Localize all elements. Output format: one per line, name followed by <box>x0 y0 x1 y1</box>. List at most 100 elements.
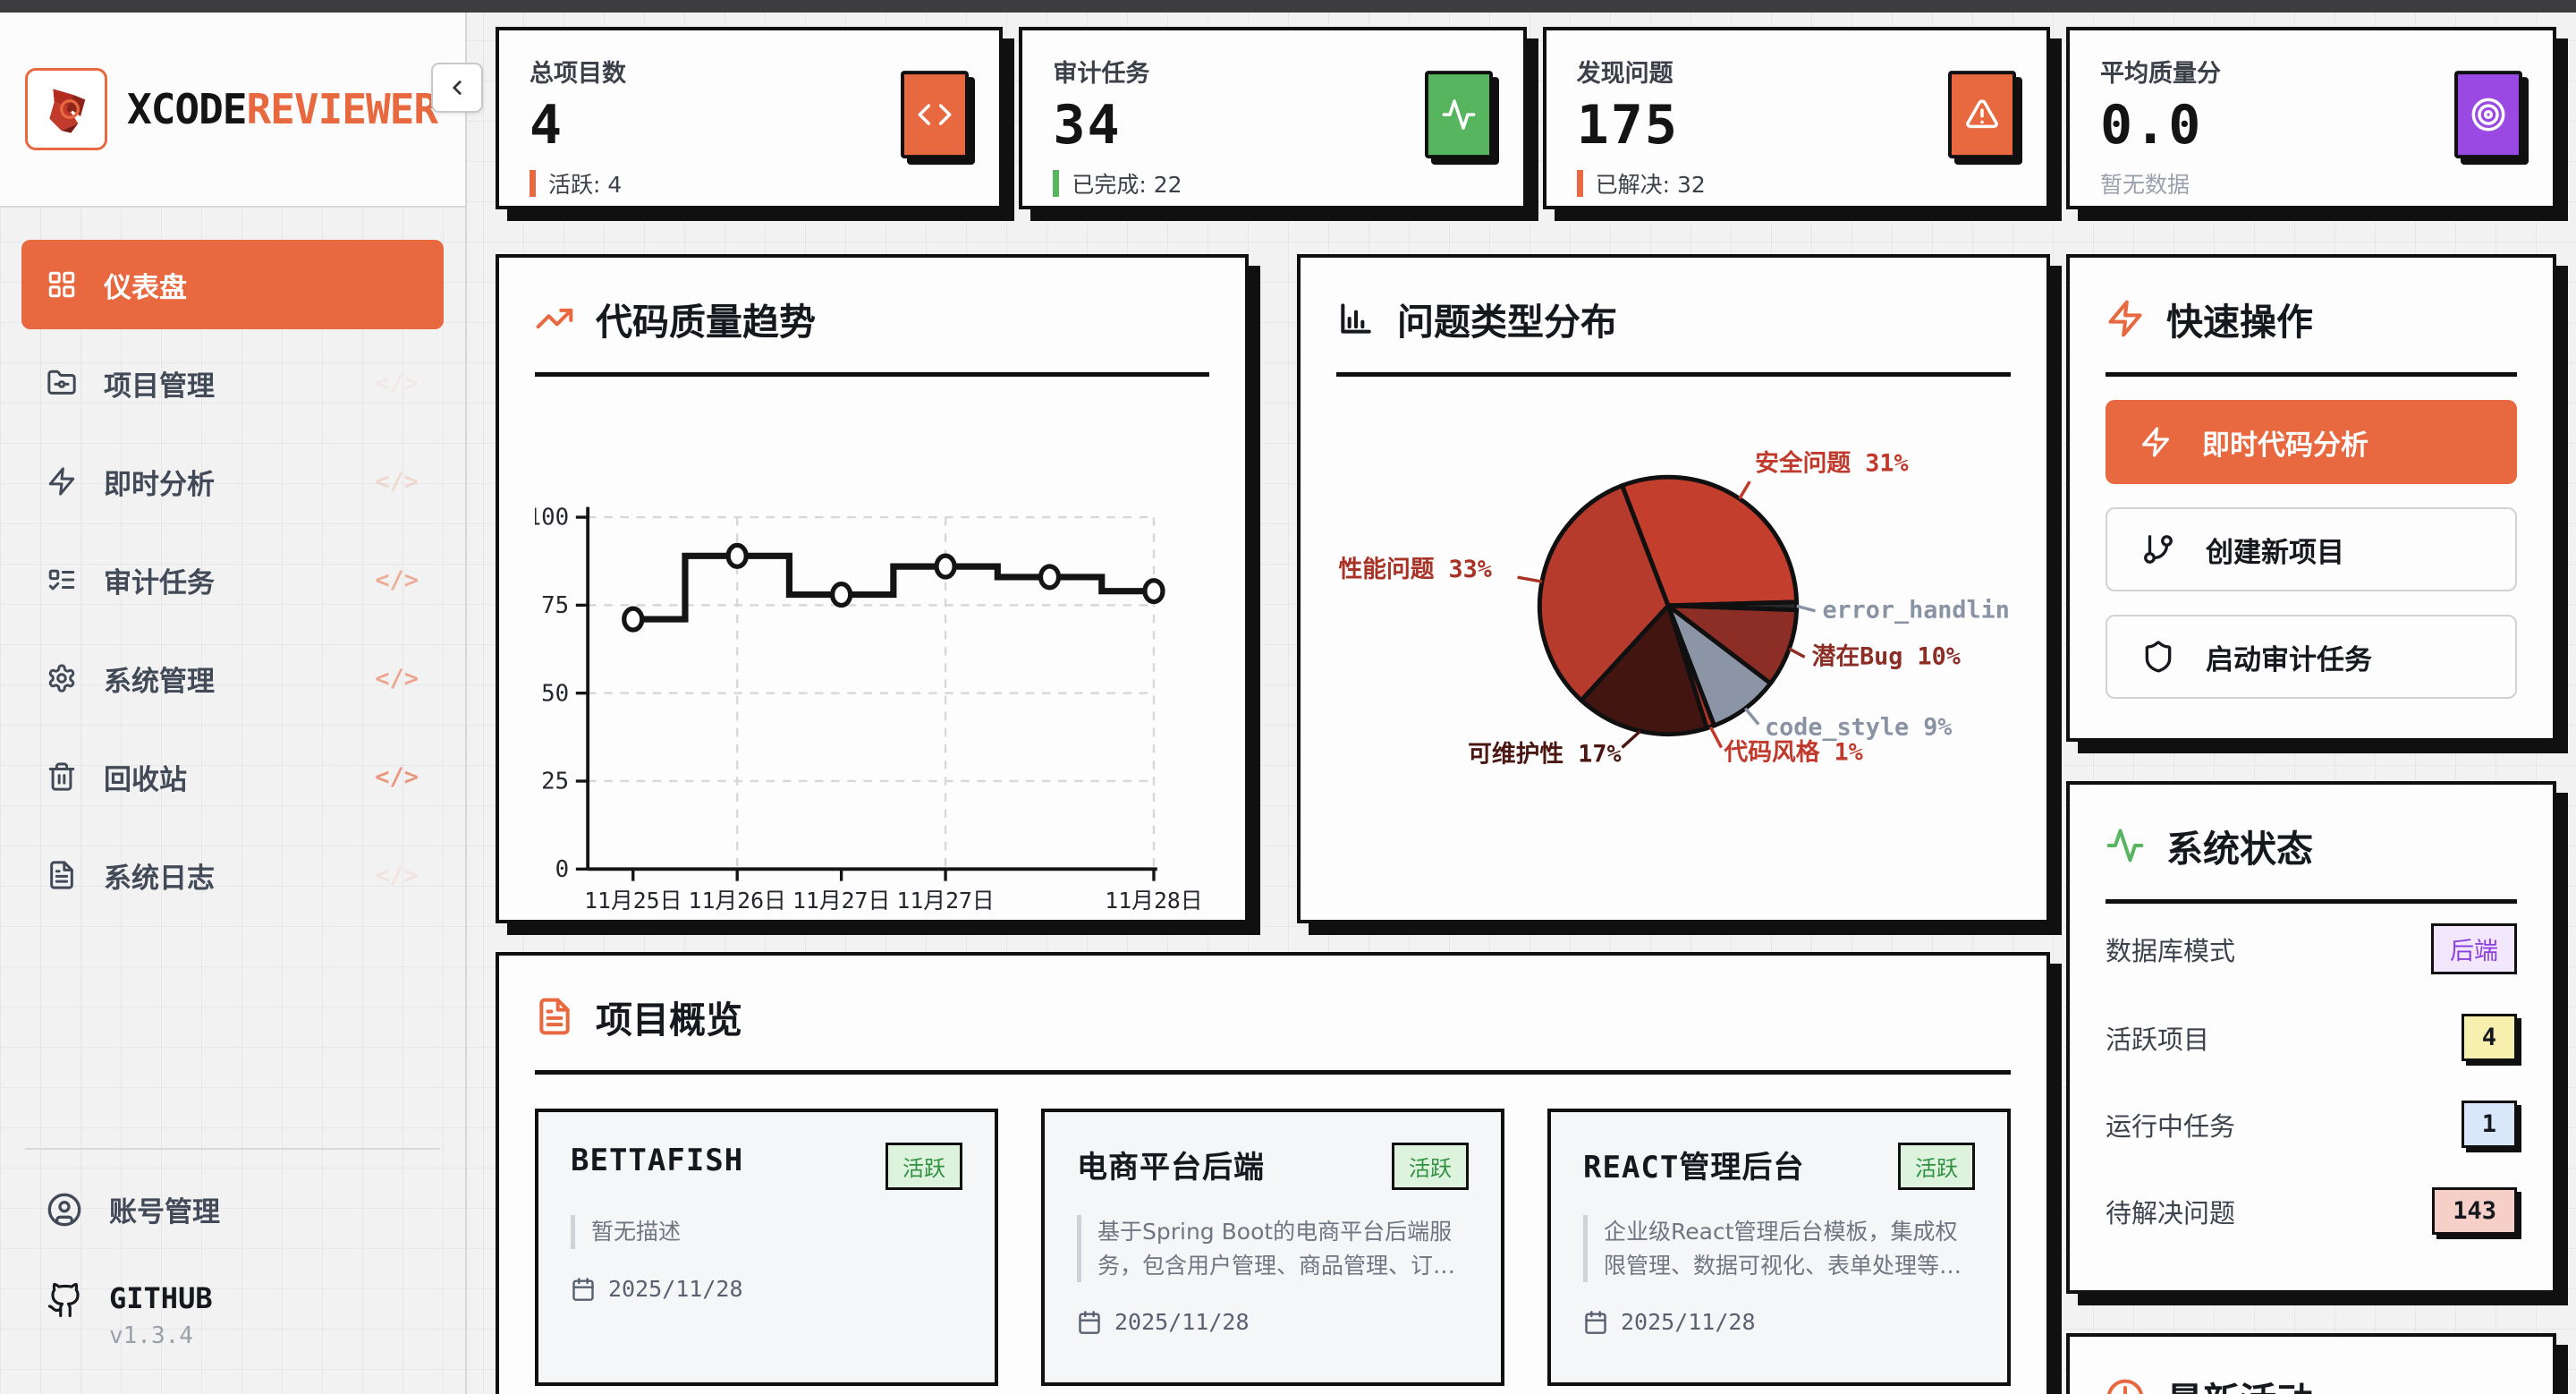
stat-card-3: 平均质量分 0.0 暂无数据 <box>2066 27 2556 209</box>
sidebar-item-label: 系统管理 <box>104 665 215 698</box>
quick-action-1[interactable]: 创建新项目 <box>2106 507 2517 591</box>
stat-value: 0.0 <box>2100 94 2203 157</box>
project-card-1[interactable]: 电商平台后端 活跃 基于Spring Boot的电商平台后端服务，包含用户管理、… <box>1041 1109 1504 1386</box>
calendar-icon <box>1077 1310 1102 1335</box>
svg-text:11月27日: 11月27日 <box>792 888 890 914</box>
project-date: 2025/11/28 <box>608 1276 743 1302</box>
project-description: 暂无描述 <box>571 1215 962 1249</box>
status-row-2: 运行中任务 1 <box>2106 1081 2517 1168</box>
project-name: REACT管理后台 <box>1583 1150 1805 1186</box>
stat-card-slot: 平均质量分 0.0 暂无数据 <box>2066 27 2556 209</box>
svg-text:安全问题 31%: 安全问题 31% <box>1755 448 1908 477</box>
github-label: GITHUB <box>109 1281 213 1315</box>
gear-icon <box>47 663 77 693</box>
sidebar-footer: 账号管理 GITHUB v1.3.4 <box>0 1112 465 1394</box>
status-row-0: 数据库模式 后端 <box>2106 904 2517 994</box>
sidebar-item-1[interactable]: 项目管理 </> <box>21 338 444 428</box>
project-overview-card: 项目概览 BETTAFISH 活跃 暂无描述 2025/11/28 电商平台后端… <box>496 952 2050 1394</box>
stat-card-0: 总项目数 4 活跃: 4 <box>496 27 1004 209</box>
git-branch-icon <box>2141 532 2175 566</box>
status-row-3: 待解决问题 143 <box>2106 1168 2517 1254</box>
svg-text:潜在Bug 10%: 潜在Bug 10% <box>1812 642 1961 670</box>
sidebar-item-2[interactable]: 即时分析 </> <box>21 437 444 526</box>
section-title-system-status: 系统状态 <box>2166 828 2313 871</box>
divider <box>1336 372 2011 377</box>
stat-subtext: 已解决: 32 <box>1595 172 1706 198</box>
projects-grid: BETTAFISH 活跃 暂无描述 2025/11/28 电商平台后端 活跃 基… <box>535 1109 2011 1394</box>
issue-distribution-card: 问题类型分布 安全问题 31% error_handling 潜在Bug 10% co… <box>1297 254 2050 923</box>
section-title-quick-actions: 快速操作 <box>2166 301 2313 344</box>
project-status-badge: 活跃 <box>886 1143 962 1190</box>
sidebar-item-4[interactable]: 系统管理 </> <box>21 633 444 723</box>
sidebar-item-account[interactable]: 账号管理 <box>21 1189 444 1229</box>
sidebar-nav: 仪表盘 项目管理 </> 即时分析 </> 审计任务 </> 系统管理 </> … <box>0 208 465 920</box>
accent-bar <box>1576 170 1583 197</box>
sidebar-item-5[interactable]: 回收站 </> <box>21 732 444 821</box>
status-label: 待解决问题 <box>2106 1197 2236 1228</box>
section-title-activity: 最新活动 <box>2166 1371 2313 1394</box>
activity-icon <box>1424 71 1493 159</box>
code-deco: </> <box>375 369 419 397</box>
svg-text:75: 75 <box>541 592 569 619</box>
project-card-0[interactable]: BETTAFISH 活跃 暂无描述 2025/11/28 <box>535 1109 998 1386</box>
clock-icon <box>2106 1378 2145 1394</box>
svg-text:0: 0 <box>555 856 570 883</box>
main-content: 总项目数 4 活跃: 4 审计任务 34 已完成: 22 发现问题 175 已解决: … <box>467 13 2576 1394</box>
divider <box>2106 899 2517 904</box>
stat-label: 发现问题 <box>1576 60 1674 88</box>
trash-icon <box>47 761 77 792</box>
zap-icon <box>2140 426 2172 458</box>
code-deco: </> <box>375 861 419 889</box>
sidebar-item-6[interactable]: 系统日志 </> <box>21 830 444 920</box>
charts-row: 代码质量趋势 025507510011月25日11月26日11月27日11月27… <box>496 254 2050 923</box>
stat-card-2: 发现问题 175 已解决: 32 <box>1542 27 2050 209</box>
status-label: 数据库模式 <box>2106 935 2236 966</box>
list-todo-icon <box>47 565 77 595</box>
accent-bar <box>1053 170 1060 197</box>
stat-subtext: 活跃: 4 <box>548 172 623 198</box>
status-badge: 4 <box>2461 1014 2517 1061</box>
svg-text:code_style 9%: code_style 9% <box>1765 714 1952 742</box>
sidebar-item-3[interactable]: 审计任务 </> <box>21 535 444 625</box>
status-label: 运行中任务 <box>2106 1110 2236 1142</box>
svg-text:11月25日: 11月25日 <box>584 888 682 914</box>
svg-text:11月27日: 11月27日 <box>896 888 994 914</box>
code-deco: </> <box>375 467 419 496</box>
project-card-2[interactable]: REACT管理后台 活跃 企业级React管理后台模板，集成权限管理、数据可视化… <box>1547 1109 2011 1386</box>
stat-label: 总项目数 <box>530 60 626 88</box>
sidebar-item-github[interactable]: GITHUB v1.3.4 <box>21 1281 444 1349</box>
svg-text:代码风格 1%: 代码风格 1% <box>1723 738 1862 766</box>
zap-icon <box>2106 299 2145 338</box>
quick-action-label: 即时代码分析 <box>2202 429 2368 461</box>
status-badge: 143 <box>2432 1187 2517 1235</box>
stat-label: 审计任务 <box>1053 60 1150 88</box>
stat-value: 175 <box>1576 94 1680 157</box>
svg-text:可维护性 17%: 可维护性 17% <box>1468 740 1621 768</box>
divider <box>25 1148 440 1150</box>
target-icon <box>2454 71 2522 159</box>
svg-text:11月26日: 11月26日 <box>689 888 786 914</box>
sidebar-collapse-button[interactable] <box>431 63 483 113</box>
svg-text:25: 25 <box>541 769 569 795</box>
project-description: 企业级React管理后台模板，集成权限管理、数据可视化、表单处理等功能 <box>1583 1215 1975 1282</box>
quick-action-0[interactable]: 即时代码分析 <box>2106 400 2517 484</box>
stats-row: 总项目数 4 活跃: 4 审计任务 34 已完成: 22 发现问题 175 已解决: … <box>496 27 2050 209</box>
svg-text:100: 100 <box>535 505 569 531</box>
sidebar: XCODEREVIEWER 仪表盘 项目管理 </> 即时分析 </> 审计任务… <box>0 13 483 1394</box>
file-text-icon <box>47 860 77 890</box>
user-circle-icon <box>47 1192 82 1228</box>
section-title-overview: 项目概览 <box>596 999 742 1041</box>
stat-card-1: 审计任务 34 已完成: 22 <box>1019 27 1527 209</box>
sidebar-item-0[interactable]: 仪表盘 <box>21 240 444 329</box>
quality-trend-chart: 025507510011月25日11月26日11月27日11月27日11月28日 <box>535 505 1203 914</box>
quality-trend-card: 代码质量趋势 025507510011月25日11月26日11月27日11月27… <box>496 254 1249 923</box>
svg-text:error_handling: error_handling <box>1822 597 2011 625</box>
zap-icon <box>47 466 77 497</box>
project-date: 2025/11/28 <box>1114 1309 1250 1335</box>
quick-action-label: 创建新项目 <box>2206 536 2344 568</box>
calendar-icon <box>1583 1310 1608 1335</box>
status-label: 活跃项目 <box>2106 1024 2210 1055</box>
quick-action-2[interactable]: 启动审计任务 <box>2106 615 2517 699</box>
shield-icon <box>2141 640 2175 674</box>
